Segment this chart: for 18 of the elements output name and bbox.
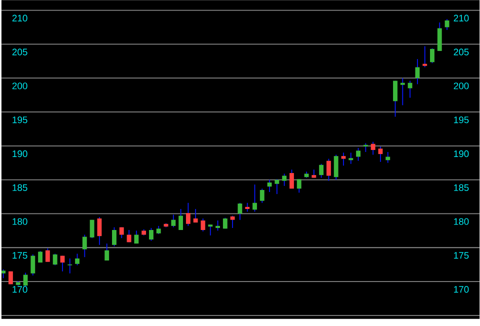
y2-tick-label: 195 (454, 116, 469, 124)
y-tick-label: 180 (12, 218, 28, 226)
y2-tick-label: 200 (454, 82, 469, 90)
y-tick-label: 175 (12, 252, 28, 259)
y2-tick-label: 175 (454, 252, 469, 259)
y2-tick-label: 210 (454, 14, 469, 22)
y2-tick-label: 180 (454, 218, 469, 226)
y-tick-label: 185 (12, 184, 28, 192)
y-tick-label: 195 (12, 116, 28, 124)
y2-tick-label: 185 (454, 184, 469, 192)
y-tick-label: 190 (12, 150, 28, 158)
y-tick-label: 170 (12, 286, 28, 293)
y2-tick-label: 205 (454, 48, 469, 56)
y-tick-label: 205 (12, 48, 28, 56)
y-tick-label: 200 (12, 82, 28, 90)
y2-tick-label: 190 (454, 150, 469, 158)
y-tick-label: 210 (12, 14, 28, 22)
y2-tick-label: 170 (454, 286, 469, 293)
